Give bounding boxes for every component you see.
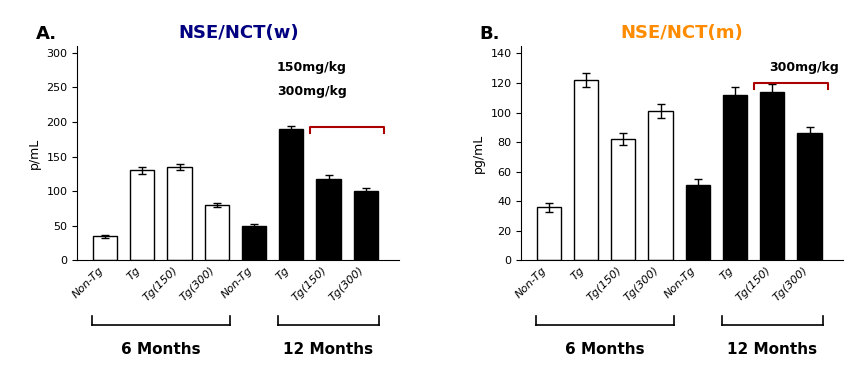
Text: B.: B. [479,25,500,43]
Text: 300mg/kg: 300mg/kg [769,61,838,74]
Bar [574,80,599,260]
Text: 12 Months: 12 Months [728,342,817,357]
Bar [280,129,304,260]
Text: 6 Months: 6 Months [565,342,644,357]
Title: NSE/NCT(w): NSE/NCT(w) [178,24,298,42]
Bar [316,180,341,260]
Text: 12 Months: 12 Months [284,342,373,357]
Bar [760,92,784,260]
Bar [242,226,266,260]
Bar [797,133,821,260]
Bar [537,207,561,260]
Y-axis label: pg/mL: pg/mL [472,134,485,173]
Bar [685,185,710,260]
Text: A.: A. [35,25,57,43]
Bar [205,205,229,260]
Bar [611,139,636,260]
Text: 6 Months: 6 Months [121,342,200,357]
Bar [723,95,747,260]
Bar [168,167,192,260]
Text: 300mg/kg: 300mg/kg [277,85,347,98]
Title: NSE/NCT(m): NSE/NCT(m) [621,24,743,42]
Bar [648,111,673,260]
Bar [353,191,378,260]
Y-axis label: p/mL: p/mL [28,137,41,169]
Text: 150mg/kg: 150mg/kg [277,61,347,74]
Bar [130,170,155,260]
Bar [93,236,117,260]
